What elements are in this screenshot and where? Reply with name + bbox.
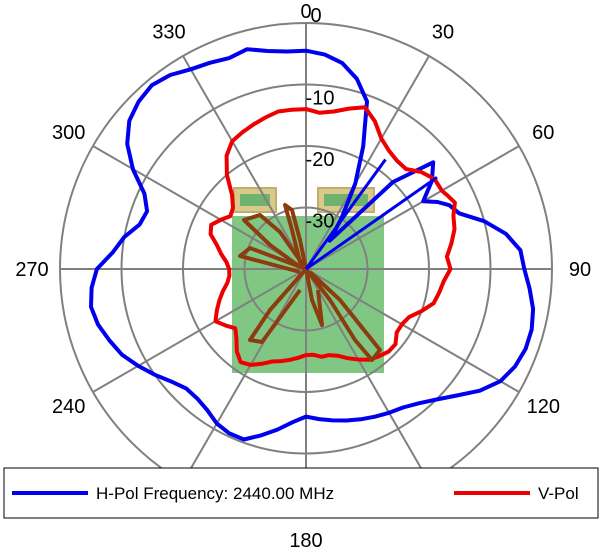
radial-tick--10: -10 [306, 88, 335, 110]
angular-tick-120: 120 [527, 396, 560, 418]
radial-tick-0: 0 [310, 5, 321, 27]
angular-tick-240: 240 [52, 396, 85, 418]
angular-tick-60: 60 [532, 122, 554, 144]
legend-label-v-pol: V-Pol [538, 484, 579, 503]
angular-tick-300: 300 [52, 122, 85, 144]
angular-tick-90: 90 [569, 259, 591, 281]
radial-tick--30: -30 [306, 211, 335, 233]
angular-tick-180: 180 [289, 530, 322, 551]
angular-tick-30: 30 [432, 22, 454, 44]
legend-label-h-pol: H-Pol Frequency: 2440.00 MHz [96, 484, 334, 503]
legend: H-Pol Frequency: 2440.00 MHz V-Pol [4, 468, 598, 518]
angular-tick-330: 330 [152, 22, 185, 44]
angular-tick-270: 270 [15, 259, 48, 281]
radial-tick--20: -20 [306, 149, 335, 171]
